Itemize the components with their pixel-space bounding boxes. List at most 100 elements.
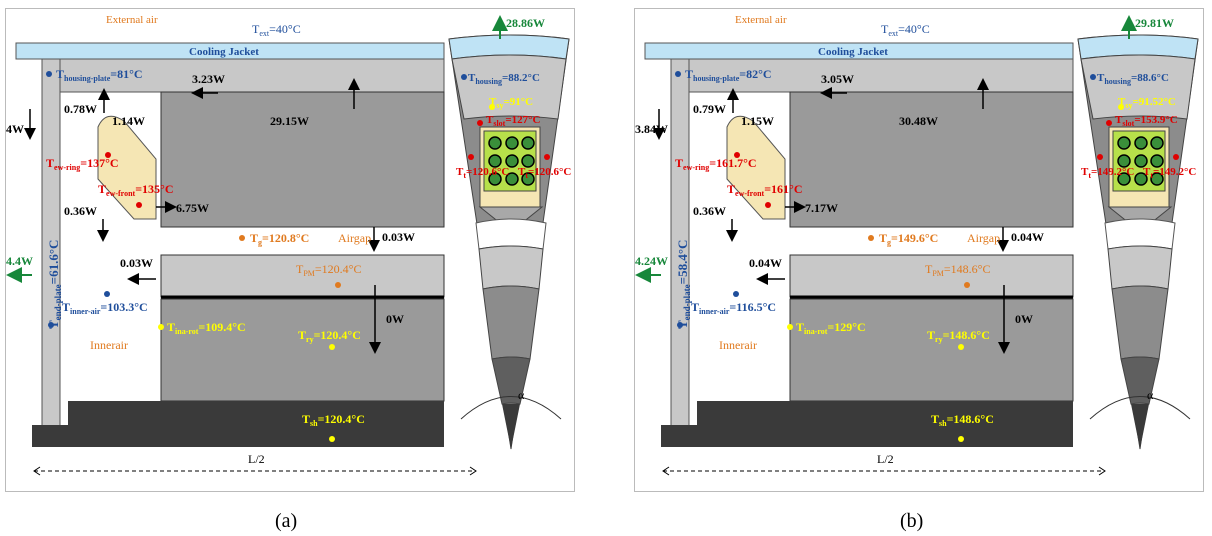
label-t-ew-ring: Tew-ring=137°C: [46, 156, 119, 172]
dimension-line: [662, 466, 1106, 476]
label-flux-endplate: 4W: [6, 122, 24, 136]
label-t-pm: TPM=120.4°C: [296, 262, 361, 278]
label-flux-top-left: 3.05W: [821, 72, 854, 86]
node-end-plate: [677, 322, 683, 328]
end-winding: [97, 115, 157, 220]
label-airgap: Airgap: [338, 231, 371, 245]
label-flux-ew-right: 1.14W: [112, 114, 145, 128]
label-t-slot: Tslot=127°C: [486, 114, 541, 128]
node-ew-ring: [734, 152, 740, 158]
label-flux-jacket: 29.15W: [270, 114, 309, 128]
diagram-panel-a: External air Text=40°C Cooling Jacket Th…: [5, 8, 575, 492]
label-t-housing: Thousing=88.6°C: [1097, 72, 1169, 86]
node-inner-air: [733, 291, 739, 297]
node-housing: [1090, 74, 1096, 80]
diagram-panel-b: External air Text=40°C Cooling Jacket Th…: [634, 8, 1204, 492]
label-flux-radial: 28.86W: [506, 16, 545, 30]
label-t-ina-rot: Tina-rot=109.4°C: [167, 320, 246, 336]
label-inner-air: Innerair: [90, 338, 128, 352]
stator-core: [160, 91, 445, 228]
label-t-end-plate: Tend-plate=61.6°C: [46, 240, 63, 329]
node-housing: [461, 74, 467, 80]
rotor-pm: [789, 254, 1074, 298]
node-sh: [958, 436, 964, 442]
label-t-sh: Tsh=148.6°C: [931, 412, 994, 428]
label-flux-radial: 29.81W: [1135, 16, 1174, 30]
label-flux-airgap: 0.04W: [1011, 230, 1044, 244]
rotor-yoke: [160, 298, 445, 402]
node-airgap: [868, 235, 874, 241]
label-flux-rotor: 0W: [1015, 312, 1033, 326]
label-flux-out-left: 4.24W: [635, 254, 668, 268]
node-housing-plate: [675, 71, 681, 77]
stator-core: [789, 91, 1074, 228]
label-cooling-jacket: Cooling Jacket: [818, 46, 888, 58]
node-ina-rot: [158, 324, 164, 330]
label-t-ext: Text=40°C: [881, 22, 930, 38]
node-ina-rot: [787, 324, 793, 330]
node-slot: [1106, 120, 1112, 126]
label-t-ew-ring: Tew-ring=161.7°C: [675, 156, 757, 172]
node-slot: [477, 120, 483, 126]
node-ew-front: [765, 202, 771, 208]
node-t-right: [1173, 154, 1179, 160]
dimension-line: [33, 466, 477, 476]
label-flux-ew-out: 6.75W: [176, 201, 209, 215]
node-pm: [335, 282, 341, 288]
label-t-g: Tg=120.8°C: [250, 231, 309, 247]
label-alpha: α: [1147, 388, 1154, 402]
label-t-housing-plate: Thousing-plate=82°C: [685, 67, 772, 83]
rotor-yoke: [789, 298, 1074, 402]
label-external-air: External air: [106, 14, 158, 26]
node-airgap: [239, 235, 245, 241]
label-t-ry: Try=148.6°C: [927, 328, 990, 344]
node-end-plate: [48, 322, 54, 328]
label-length: L/2: [877, 452, 894, 466]
label-t-sh: Tsh=120.4°C: [302, 412, 365, 428]
housing-top: [41, 58, 445, 93]
node-t-left: [468, 154, 474, 160]
label-t-t-right: Tt=120.6°C: [518, 166, 571, 180]
node-housing-plate: [46, 71, 52, 77]
label-airgap: Airgap: [967, 231, 1000, 245]
node-t-right: [544, 154, 550, 160]
label-t-ina-rot: Tina-rot=129°C: [796, 320, 866, 336]
node-ry: [958, 344, 964, 350]
end-winding: [726, 115, 786, 220]
rotor-pm: [160, 254, 445, 298]
label-flux-endplate: 3.84W: [635, 122, 668, 136]
label-flux-top-left: 3.23W: [192, 72, 225, 86]
node-sy: [489, 104, 495, 110]
label-flux-ew-bottom: 0.36W: [64, 204, 97, 218]
shaft: [661, 425, 1073, 447]
label-flux-rotor-left: 0.03W: [120, 256, 153, 270]
label-flux-ew-top: 0.78W: [64, 102, 97, 116]
label-flux-ew-right: 1.15W: [741, 114, 774, 128]
label-t-t-left: Tt=149.2°C: [1081, 166, 1134, 180]
slot-conductors: [1117, 136, 1164, 186]
shaft-step: [68, 401, 444, 425]
label-cooling-jacket: Cooling Jacket: [189, 46, 259, 58]
shaft: [32, 425, 444, 447]
shaft-step: [697, 401, 1073, 425]
label-flux-ew-bottom: 0.36W: [693, 204, 726, 218]
label-flux-out-left: 4.4W: [6, 254, 33, 268]
node-ry: [329, 344, 335, 350]
node-ew-front: [136, 202, 142, 208]
label-t-ew-front: Tew-front=161°C: [727, 182, 803, 198]
caption-b: (b): [900, 510, 924, 532]
label-t-ew-front: Tew-front=135°C: [98, 182, 174, 198]
label-t-slot: Tslot=153.9°C: [1115, 114, 1178, 128]
label-t-inner-air: Tinner-air=116.5°C: [691, 300, 776, 316]
node-pm: [964, 282, 970, 288]
label-t-sy: Tsy=91.52°C: [1118, 96, 1176, 110]
node-sy: [1118, 104, 1124, 110]
label-flux-ew-top: 0.79W: [693, 102, 726, 116]
label-flux-rotor: 0W: [386, 312, 404, 326]
label-t-end-plate: Tend-plate=58.4°C: [675, 240, 692, 329]
label-external-air: External air: [735, 14, 787, 26]
label-flux-ew-out: 7.17W: [805, 201, 838, 215]
label-t-housing-plate: Thousing-plate=81°C: [56, 67, 143, 83]
label-length: L/2: [248, 452, 265, 466]
label-inner-air: Innerair: [719, 338, 757, 352]
